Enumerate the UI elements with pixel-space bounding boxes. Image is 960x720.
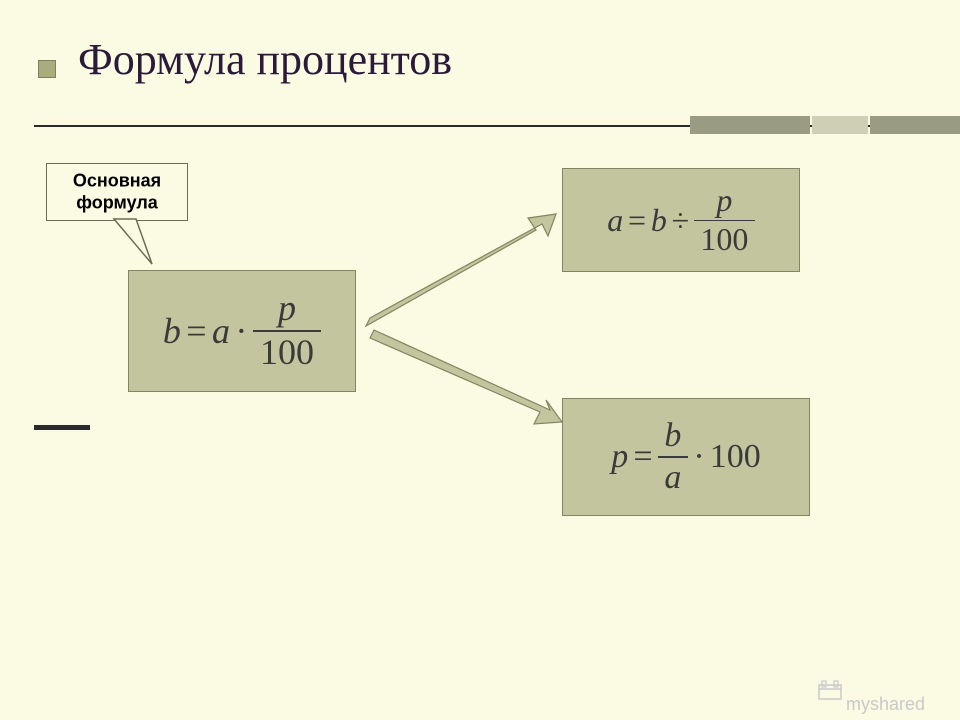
- arrow-up-icon: [366, 214, 556, 326]
- decor-seg-3: [870, 116, 960, 134]
- title-bullet: [38, 60, 56, 78]
- watermark-text: myshared: [846, 694, 925, 715]
- decor-seg-2: [812, 116, 868, 134]
- slide: Формула процентов Основнаяформула b = a …: [0, 0, 960, 720]
- slide-title: Формула процентов: [78, 34, 452, 85]
- formula-box-p: p = b a · 100: [562, 398, 810, 516]
- callout-label: Основнаяформула: [47, 170, 187, 213]
- callout-main-formula: Основнаяформула: [46, 163, 188, 221]
- arrow-down-icon: [370, 330, 562, 424]
- arrows: [360, 210, 580, 440]
- formula-p: p = b a · 100: [611, 418, 760, 495]
- formula-box-b: b = a · p 100: [128, 270, 356, 392]
- formula-a: a = b ÷ p 100: [607, 184, 755, 256]
- formula-b: b = a · p 100: [163, 290, 321, 372]
- watermark-icon: [818, 680, 842, 700]
- decor-seg-left: [34, 425, 90, 430]
- decor-seg-1: [690, 116, 810, 134]
- formula-box-a: a = b ÷ p 100: [562, 168, 800, 272]
